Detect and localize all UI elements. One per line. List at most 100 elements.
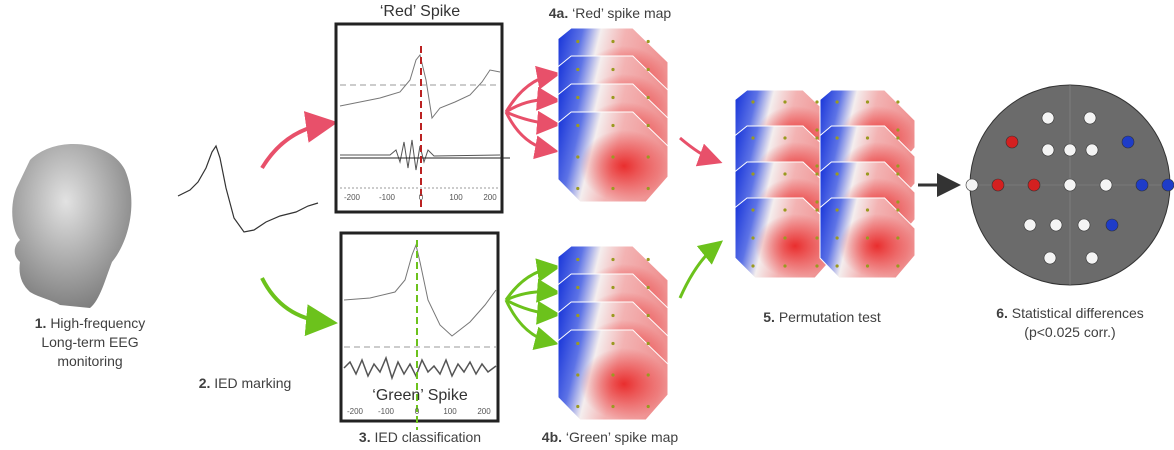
step-number: 1. <box>35 315 47 331</box>
step-text: (p<0.025 corr.) <box>1024 324 1115 340</box>
electrode-dot <box>1078 219 1090 231</box>
electrode-dot <box>1064 179 1076 191</box>
electrode <box>647 373 650 376</box>
electrode <box>611 68 614 71</box>
electrode <box>836 100 839 103</box>
electrode <box>783 208 786 211</box>
electrode <box>815 236 818 239</box>
step-label: 4a. ‘Red’ spike map <box>549 5 672 21</box>
electrode <box>815 208 818 211</box>
electrode <box>576 68 579 71</box>
tick-label: 100 <box>443 407 457 416</box>
electrode <box>576 373 579 376</box>
electrode <box>815 100 818 103</box>
electrode <box>611 96 614 99</box>
step-text: IED marking <box>214 375 291 391</box>
electrode <box>783 100 786 103</box>
step-number: 4a. <box>549 5 568 21</box>
electrode <box>783 136 786 139</box>
electrode <box>896 264 899 267</box>
step-number: 3. <box>359 429 371 445</box>
electrode <box>647 314 650 317</box>
electrode <box>611 314 614 317</box>
electrode-dot <box>1162 179 1174 191</box>
electrode-dot <box>992 179 1004 191</box>
step-label: 2. IED marking <box>199 375 292 391</box>
electrode-dot <box>1024 219 1036 231</box>
electrode <box>866 136 869 139</box>
step-text: Statistical differences <box>1012 305 1144 321</box>
electrode <box>576 405 579 408</box>
electrode <box>815 200 818 203</box>
electrode-dot <box>1042 144 1054 156</box>
electrode <box>751 172 754 175</box>
electrode <box>611 187 614 190</box>
electrode <box>896 172 899 175</box>
electrode <box>611 124 614 127</box>
step-text: monitoring <box>57 353 122 369</box>
red-panel <box>336 24 502 212</box>
step-label: 4b. ‘Green’ spike map <box>542 429 679 445</box>
step-label: 6. Statistical differences <box>996 305 1144 321</box>
electrode <box>576 155 579 158</box>
head <box>12 144 131 308</box>
electrode-dot <box>1086 144 1098 156</box>
tick-label: 200 <box>477 407 491 416</box>
red-arrow <box>262 124 326 168</box>
electrode <box>576 187 579 190</box>
electrode <box>647 155 650 158</box>
electrode <box>751 236 754 239</box>
electrode <box>751 100 754 103</box>
electrode <box>836 264 839 267</box>
electrode <box>866 264 869 267</box>
electrode <box>576 286 579 289</box>
red-arrow <box>680 138 714 160</box>
electrode <box>611 40 614 43</box>
green-fan <box>506 268 552 342</box>
electrode <box>866 208 869 211</box>
electrode <box>815 172 818 175</box>
step-number: 4b. <box>542 429 562 445</box>
step-number: 6. <box>996 305 1008 321</box>
electrode <box>647 405 650 408</box>
step-label: Long-term EEG <box>41 334 138 350</box>
step-label: 3. IED classification <box>359 429 481 445</box>
green-arrow <box>680 246 716 298</box>
electrode-dot <box>1084 112 1096 124</box>
step-label: 1. High-frequency <box>35 315 146 331</box>
electrode-dot <box>1050 219 1062 231</box>
electrode <box>815 136 818 139</box>
electrode <box>647 258 650 261</box>
electrode <box>751 264 754 267</box>
electrode <box>647 286 650 289</box>
electrode <box>576 40 579 43</box>
electrode <box>836 208 839 211</box>
step-text: Long-term EEG <box>41 334 138 350</box>
electrode <box>611 286 614 289</box>
electrode <box>611 342 614 345</box>
electrode <box>611 155 614 158</box>
step-label: 5. Permutation test <box>763 309 881 325</box>
step-number: 2. <box>199 375 211 391</box>
electrode <box>836 136 839 139</box>
figure: ‘Red’ Spike ‘Green’ Spike 1. High-freque… <box>0 0 1174 450</box>
step-number: 5. <box>763 309 775 325</box>
tick-label: -100 <box>378 407 395 416</box>
tick-label: -200 <box>347 407 364 416</box>
electrode <box>815 128 818 131</box>
electrode <box>647 96 650 99</box>
electrode <box>647 342 650 345</box>
tick-label: 200 <box>483 193 497 202</box>
electrode <box>866 100 869 103</box>
tick-label: 100 <box>449 193 463 202</box>
electrode-dot <box>966 179 978 191</box>
electrode <box>866 236 869 239</box>
electrode <box>836 172 839 175</box>
electrode-dot <box>1006 136 1018 148</box>
electrode-dot <box>1100 179 1112 191</box>
step-text: High-frequency <box>50 315 145 331</box>
step-label: monitoring <box>57 353 122 369</box>
electrode <box>836 236 839 239</box>
electrode <box>783 236 786 239</box>
tick-label: -100 <box>379 193 396 202</box>
